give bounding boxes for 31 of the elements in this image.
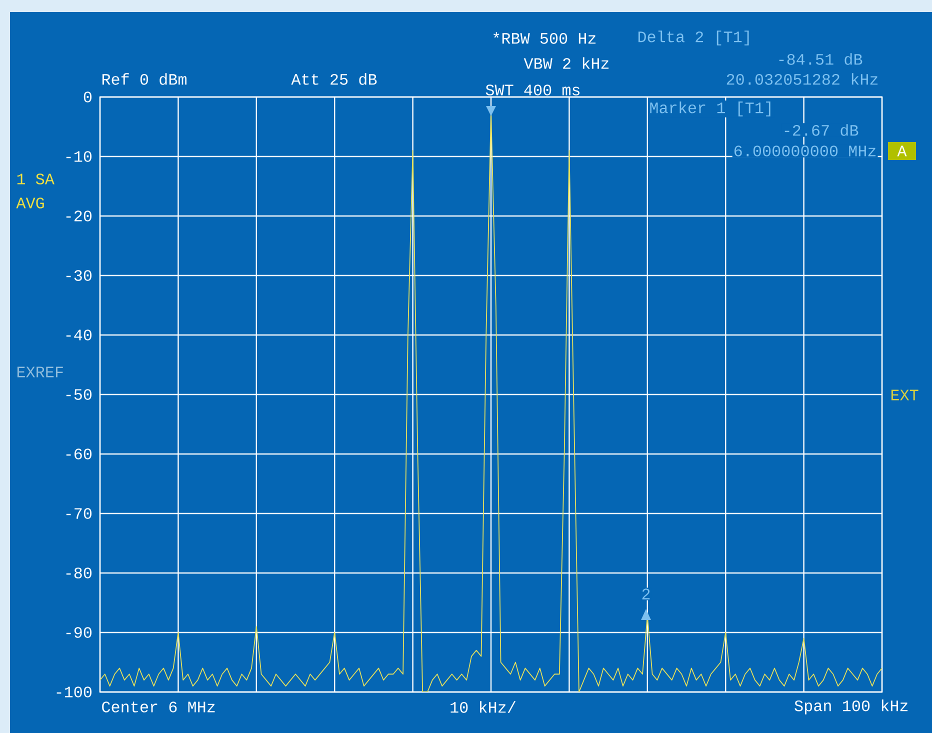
text: 10 kHz/ [450, 701, 516, 713]
y-tick-label: -30 [66, 270, 92, 281]
text: Ref 0 dBm [102, 73, 186, 85]
y-tick-label: -80 [66, 568, 92, 578]
y-tick-label: -50 [66, 389, 92, 400]
text: 20.032051282 kHz [726, 73, 878, 85]
text: -84.51 dB [779, 53, 862, 65]
annotation: -2.67 dB [784, 124, 858, 136]
text: SWT 400 ms [486, 84, 580, 96]
text: Delta 2 [T1] [638, 30, 749, 46]
text: A [897, 146, 907, 156]
y-tick-label: -90 [66, 627, 92, 638]
text: 1 SA [17, 174, 54, 184]
text: Att 25 dB [291, 73, 377, 85]
text: *RBW 500 Hz [494, 32, 596, 44]
y-tick-label: -100 [56, 686, 92, 698]
y-tick-label: -40 [66, 330, 92, 340]
annotation: 6.000000000 MHz [734, 146, 876, 156]
text: Span 100 kHz [794, 700, 908, 714]
y-tick-label: -10 [66, 151, 92, 162]
y-tick-label: -60 [66, 448, 92, 460]
annotation: Marker 1 [T1] [650, 102, 770, 116]
y-tick-label: -70 [66, 508, 92, 519]
annotation: 2 [642, 588, 650, 600]
y-tick-label: 0 [84, 92, 92, 102]
y-tick-label: -20 [66, 210, 92, 222]
text: VBW 2 kHz [524, 57, 609, 69]
text: EXT [891, 390, 918, 400]
text: Center 6 MHz [102, 702, 215, 712]
text: EXREF [17, 366, 63, 378]
text: AVG [16, 198, 44, 208]
